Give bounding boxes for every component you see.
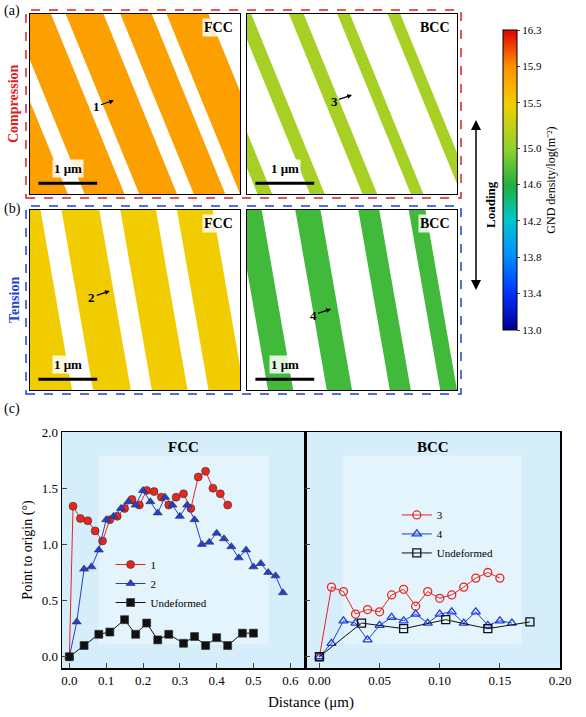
svg-text:Compression: Compression [6,64,21,143]
svg-text:15.5: 15.5 [522,97,542,109]
svg-text:0.0: 0.0 [42,649,58,664]
svg-text:0.5: 0.5 [245,673,261,688]
svg-text:14.2: 14.2 [522,215,541,227]
svg-text:(b): (b) [4,201,21,217]
svg-text:15.0: 15.0 [522,142,542,154]
svg-text:BCC: BCC [420,216,450,231]
svg-text:15.9: 15.9 [522,60,542,72]
svg-text:Tension: Tension [7,277,22,323]
svg-text:1 μm: 1 μm [271,161,299,176]
svg-text:1: 1 [151,559,157,571]
svg-text:2.0: 2.0 [42,425,58,440]
svg-text:2: 2 [151,578,157,590]
svg-text:13.0: 13.0 [522,324,542,336]
svg-text:Point to origin (°): Point to origin (°) [20,500,36,600]
svg-text:3: 3 [331,94,338,109]
svg-text:1: 1 [93,99,100,114]
svg-text:FCC: FCC [168,439,199,455]
svg-text:FCC: FCC [204,20,233,35]
svg-text:1.0: 1.0 [42,537,58,552]
svg-text:BCC: BCC [417,439,449,455]
svg-text:1 μm: 1 μm [54,161,82,176]
svg-text:(c): (c) [4,401,20,417]
svg-text:0.15: 0.15 [488,673,511,688]
svg-text:0.00: 0.00 [308,673,331,688]
svg-text:1.5: 1.5 [42,481,58,496]
svg-text:GND density/log(m⁻²): GND density/log(m⁻²) [544,126,558,233]
svg-text:0.2: 0.2 [135,673,151,688]
svg-text:4: 4 [310,308,317,323]
svg-text:0.4: 0.4 [209,673,226,688]
svg-text:3: 3 [437,509,443,521]
svg-text:13.8: 13.8 [522,251,542,263]
svg-text:0.6: 0.6 [282,673,299,688]
svg-text:Loading: Loading [483,181,498,228]
svg-text:0.3: 0.3 [172,673,188,688]
svg-text:0.20: 0.20 [549,673,572,688]
svg-text:0.0: 0.0 [61,673,77,688]
svg-text:0.05: 0.05 [368,673,391,688]
svg-text:4: 4 [437,528,443,540]
svg-text:FCC: FCC [204,216,233,231]
svg-text:14.6: 14.6 [522,178,542,190]
svg-text:1 μm: 1 μm [271,357,299,372]
svg-text:Undeformed: Undeformed [437,547,493,559]
svg-text:(a): (a) [4,3,20,19]
svg-text:Undeformed: Undeformed [151,597,207,609]
svg-text:0.10: 0.10 [428,673,451,688]
svg-text:1 μm: 1 μm [54,357,82,372]
svg-text:0.1: 0.1 [98,673,114,688]
svg-text:2: 2 [88,290,95,305]
svg-text:13.4: 13.4 [522,287,542,299]
svg-text:0.5: 0.5 [42,593,58,608]
svg-text:Distance (μm): Distance (μm) [268,694,354,711]
svg-text:BCC: BCC [420,20,450,35]
svg-text:16.3: 16.3 [522,24,542,36]
